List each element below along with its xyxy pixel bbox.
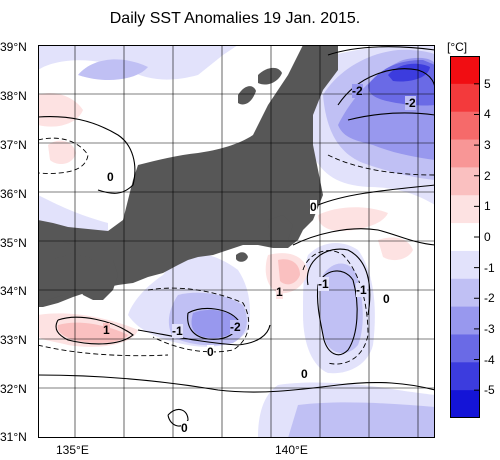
land-izu-oshima <box>236 252 248 262</box>
anomaly-area <box>288 402 435 438</box>
anomaly-area <box>48 140 76 165</box>
contour-line <box>147 287 250 353</box>
map-frame <box>38 45 435 438</box>
contour-line <box>327 46 435 56</box>
anomaly-area <box>191 309 238 339</box>
anomaly-area <box>38 45 238 80</box>
land-peninsula <box>38 250 98 301</box>
colorbar-swatch <box>450 111 480 141</box>
contour-line <box>316 270 358 356</box>
colorbar-tick-label: 3 <box>484 138 491 153</box>
land-boso <box>268 215 293 245</box>
colorbar-tick-label: -5 <box>484 383 495 398</box>
colorbar-tick-label: -3 <box>484 321 495 336</box>
lat-label: 33°N <box>0 333 27 347</box>
contour-line <box>38 374 435 393</box>
contour-line <box>137 324 271 346</box>
land-sado <box>258 67 282 85</box>
colorbar-tick-label: -4 <box>484 352 495 367</box>
contour-line <box>347 112 435 121</box>
colorbar-tick-label: -1 <box>484 260 495 275</box>
contour-line <box>302 250 369 365</box>
contour-label: -1 <box>318 277 329 291</box>
colorbar-swatch <box>450 139 480 168</box>
contour-label: -2 <box>352 84 363 98</box>
lat-label: 31°N <box>0 430 27 444</box>
anomaly-area <box>318 207 388 231</box>
colorbar-swatch <box>450 195 480 224</box>
anomaly-area <box>57 322 128 343</box>
colorbar-tick-label: 2 <box>484 168 491 183</box>
colorbar <box>450 56 480 418</box>
contour-label: -2 <box>405 96 416 110</box>
contour-label: 0 <box>383 292 390 306</box>
contour-line <box>38 116 136 194</box>
anomaly-area <box>388 63 430 82</box>
colorbar-tick-label: 0 <box>484 230 491 244</box>
contour-label: 1 <box>103 323 110 337</box>
colorbar-swatch <box>450 306 480 335</box>
lat-label: 38°N <box>0 89 27 103</box>
land-shikoku <box>38 240 73 259</box>
colorbar-swatch <box>450 390 480 418</box>
contour-label: 0 <box>207 345 214 359</box>
anomaly-area <box>278 259 300 285</box>
colorbar-swatch <box>450 250 480 280</box>
lat-label: 36°N <box>0 187 27 201</box>
colorbar-swatch <box>450 167 480 196</box>
lon-label: 135°E <box>56 443 89 457</box>
contour-line <box>292 228 435 246</box>
contour-label: 0 <box>181 421 188 435</box>
contour-label: 1 <box>276 285 283 299</box>
contour-label: -1 <box>356 283 367 297</box>
contour-label: -1 <box>172 324 183 338</box>
contour-line <box>306 248 371 316</box>
contour-label: 0 <box>310 200 317 214</box>
anomaly-area <box>378 237 413 261</box>
colorbar-unit: [°C] <box>447 40 468 54</box>
colorbar-swatch <box>450 362 480 391</box>
lat-label: 34°N <box>0 284 27 298</box>
contour-line <box>187 307 239 340</box>
colorbar-tick-label: 4 <box>484 107 491 122</box>
colorbar-swatch <box>450 56 480 85</box>
colorbar-tick-label: 1 <box>484 199 491 214</box>
contour-label: 0 <box>107 170 114 184</box>
colorbar-swatch <box>450 83 480 113</box>
lat-label: 32°N <box>0 382 27 396</box>
contour-line <box>38 344 169 357</box>
contour-label: 0 <box>301 367 308 381</box>
contour-line <box>38 137 89 174</box>
lat-label: 39°N <box>0 40 27 54</box>
sst-anomaly-map <box>38 45 435 438</box>
land-noto <box>238 86 256 105</box>
lat-label: 35°N <box>0 236 27 250</box>
anomaly-area <box>78 59 148 81</box>
colorbar-swatch <box>450 334 480 363</box>
anomaly-area <box>320 263 363 354</box>
contour-line <box>317 184 435 206</box>
colorbar-tick-label: 5 <box>484 76 491 91</box>
contour-line <box>167 409 189 427</box>
map-title: Daily SST Anomalies 19 Jan. 2015. <box>109 10 361 27</box>
land-honshu <box>38 45 338 307</box>
contour-line <box>327 154 435 176</box>
lat-label: 37°N <box>0 138 27 152</box>
colorbar-tick-label: -2 <box>484 291 495 306</box>
lon-label: 140°E <box>275 443 308 457</box>
colorbar-swatch <box>450 278 480 308</box>
contour-line <box>55 316 134 345</box>
contour-label: -2 <box>230 320 241 334</box>
